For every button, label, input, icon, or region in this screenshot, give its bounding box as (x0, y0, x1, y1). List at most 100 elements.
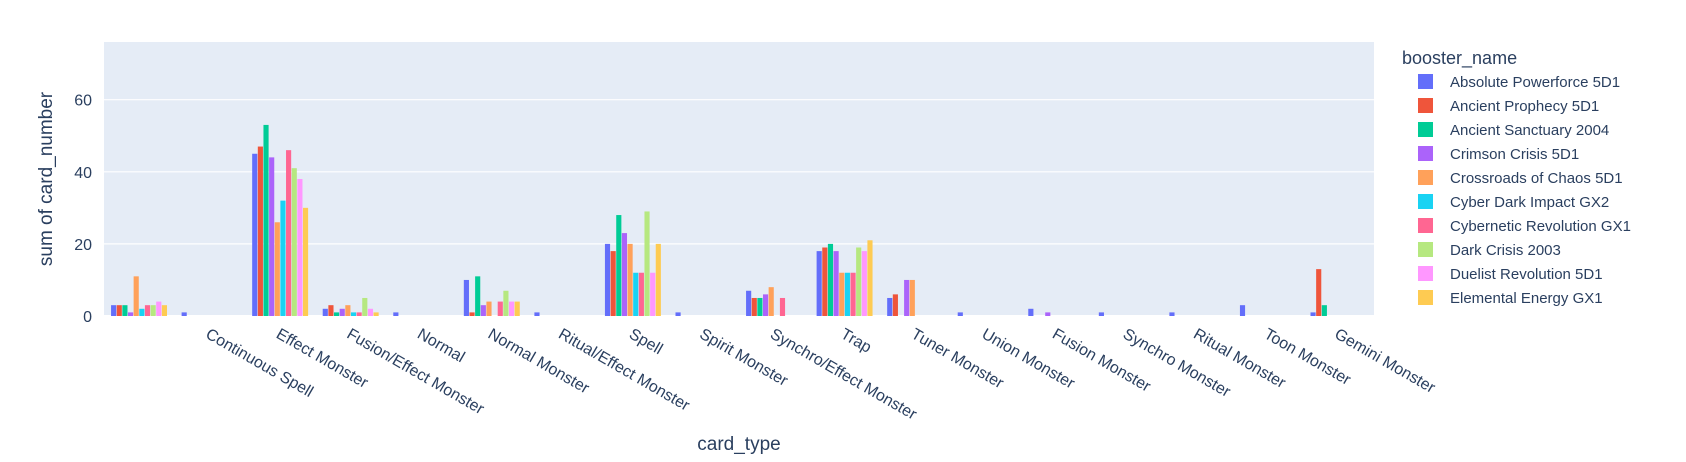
bar[interactable] (1321, 305, 1327, 316)
bar[interactable] (133, 276, 139, 316)
bar[interactable] (650, 272, 656, 316)
legend-item[interactable]: Elemental Energy GX1 (1418, 290, 1603, 307)
bar[interactable] (850, 272, 856, 316)
bar[interactable] (827, 243, 834, 316)
legend-swatch (1418, 170, 1433, 185)
legend-item[interactable]: Cyber Dark Impact GX2 (1418, 194, 1609, 211)
bar[interactable] (486, 301, 492, 316)
bar[interactable] (762, 294, 769, 316)
legend-item[interactable]: Crimson Crisis 5D1 (1418, 146, 1579, 163)
bar[interactable] (644, 211, 650, 316)
bar[interactable] (274, 222, 280, 316)
bar[interactable] (616, 215, 622, 316)
bar[interactable] (116, 305, 122, 316)
bar[interactable] (393, 312, 399, 316)
bar[interactable] (297, 179, 303, 316)
bar[interactable] (856, 247, 862, 317)
bar[interactable] (534, 312, 540, 316)
bar[interactable] (833, 251, 839, 316)
bar[interactable] (867, 240, 873, 316)
bar[interactable] (757, 297, 763, 316)
bar[interactable] (350, 312, 357, 316)
bar[interactable] (844, 272, 850, 316)
bar[interactable] (111, 305, 117, 316)
legend-item[interactable]: Dark Crisis 2003 (1418, 242, 1561, 259)
bar[interactable] (1169, 312, 1175, 316)
legend-item[interactable]: Cybernetic Revolution GX1 (1418, 218, 1631, 235)
bar[interactable] (356, 312, 362, 316)
bar[interactable] (328, 305, 334, 316)
bar[interactable] (675, 312, 681, 316)
bar[interactable] (469, 312, 475, 316)
bar[interactable] (957, 312, 963, 316)
legend-item[interactable]: Crossroads of Chaos 5D1 (1418, 170, 1623, 187)
bar[interactable] (839, 272, 845, 316)
bar[interactable] (822, 247, 828, 317)
legend-title: booster_name (1402, 48, 1517, 69)
bar[interactable] (322, 308, 328, 316)
legend-label: Crossroads of Chaos 5D1 (1450, 170, 1623, 187)
bar[interactable] (861, 251, 867, 316)
legend-item[interactable]: Duelist Revolution 5D1 (1418, 266, 1603, 283)
bar[interactable] (892, 294, 898, 316)
bar[interactable] (139, 308, 145, 316)
bar[interactable] (508, 301, 515, 316)
bar[interactable] (604, 243, 611, 316)
legend-item[interactable]: Absolute Powerforce 5D1 (1418, 74, 1620, 91)
bar[interactable] (156, 301, 162, 316)
bar[interactable] (463, 279, 469, 316)
bar[interactable] (1045, 312, 1051, 316)
bar[interactable] (286, 150, 292, 316)
bar[interactable] (181, 312, 187, 316)
bar[interactable] (655, 243, 661, 316)
bar[interactable] (475, 276, 481, 316)
bar[interactable] (269, 157, 275, 316)
bar[interactable] (746, 290, 752, 316)
bar[interactable] (302, 207, 309, 316)
bar[interactable] (263, 124, 269, 316)
bar[interactable] (627, 243, 633, 316)
bar[interactable] (638, 272, 644, 316)
legend-label: Dark Crisis 2003 (1450, 242, 1561, 259)
legend-item[interactable]: Ancient Prophecy 5D1 (1418, 98, 1599, 115)
bar[interactable] (816, 251, 822, 316)
bar[interactable] (144, 305, 151, 316)
bar[interactable] (280, 200, 286, 316)
bar[interactable] (497, 301, 503, 316)
legend-item[interactable]: Ancient Sanctuary 2004 (1418, 122, 1609, 139)
bar[interactable] (150, 305, 156, 316)
bar[interactable] (1316, 269, 1322, 316)
legend[interactable]: booster_name Absolute Powerforce 5D1 Anci… (1402, 48, 1631, 307)
bar[interactable] (127, 312, 134, 316)
bar[interactable] (503, 290, 509, 316)
legend-label: Absolute Powerforce 5D1 (1450, 74, 1620, 91)
bar[interactable] (633, 272, 639, 316)
bar[interactable] (480, 305, 486, 316)
bar[interactable] (621, 233, 628, 316)
bar[interactable] (339, 308, 345, 316)
bar[interactable] (362, 297, 368, 316)
bar[interactable] (887, 297, 893, 316)
bar[interactable] (334, 312, 340, 316)
bar[interactable] (373, 312, 379, 316)
bar[interactable] (1310, 312, 1316, 316)
bar[interactable] (257, 146, 263, 316)
bar[interactable] (367, 308, 374, 316)
bar[interactable] (161, 305, 167, 316)
bar[interactable] (909, 279, 915, 316)
bar[interactable] (345, 305, 351, 316)
bar[interactable] (1028, 308, 1034, 316)
bar[interactable] (122, 305, 128, 316)
bars-layer (111, 124, 1327, 317)
bar[interactable] (610, 251, 616, 316)
bar[interactable] (751, 297, 757, 316)
bar[interactable] (1098, 312, 1104, 316)
bar[interactable] (779, 297, 786, 316)
bar[interactable] (291, 168, 297, 316)
bar[interactable] (514, 301, 520, 316)
bar[interactable] (768, 287, 774, 316)
bar[interactable] (1239, 305, 1246, 316)
bar[interactable] (252, 153, 258, 316)
bar[interactable] (904, 279, 910, 316)
